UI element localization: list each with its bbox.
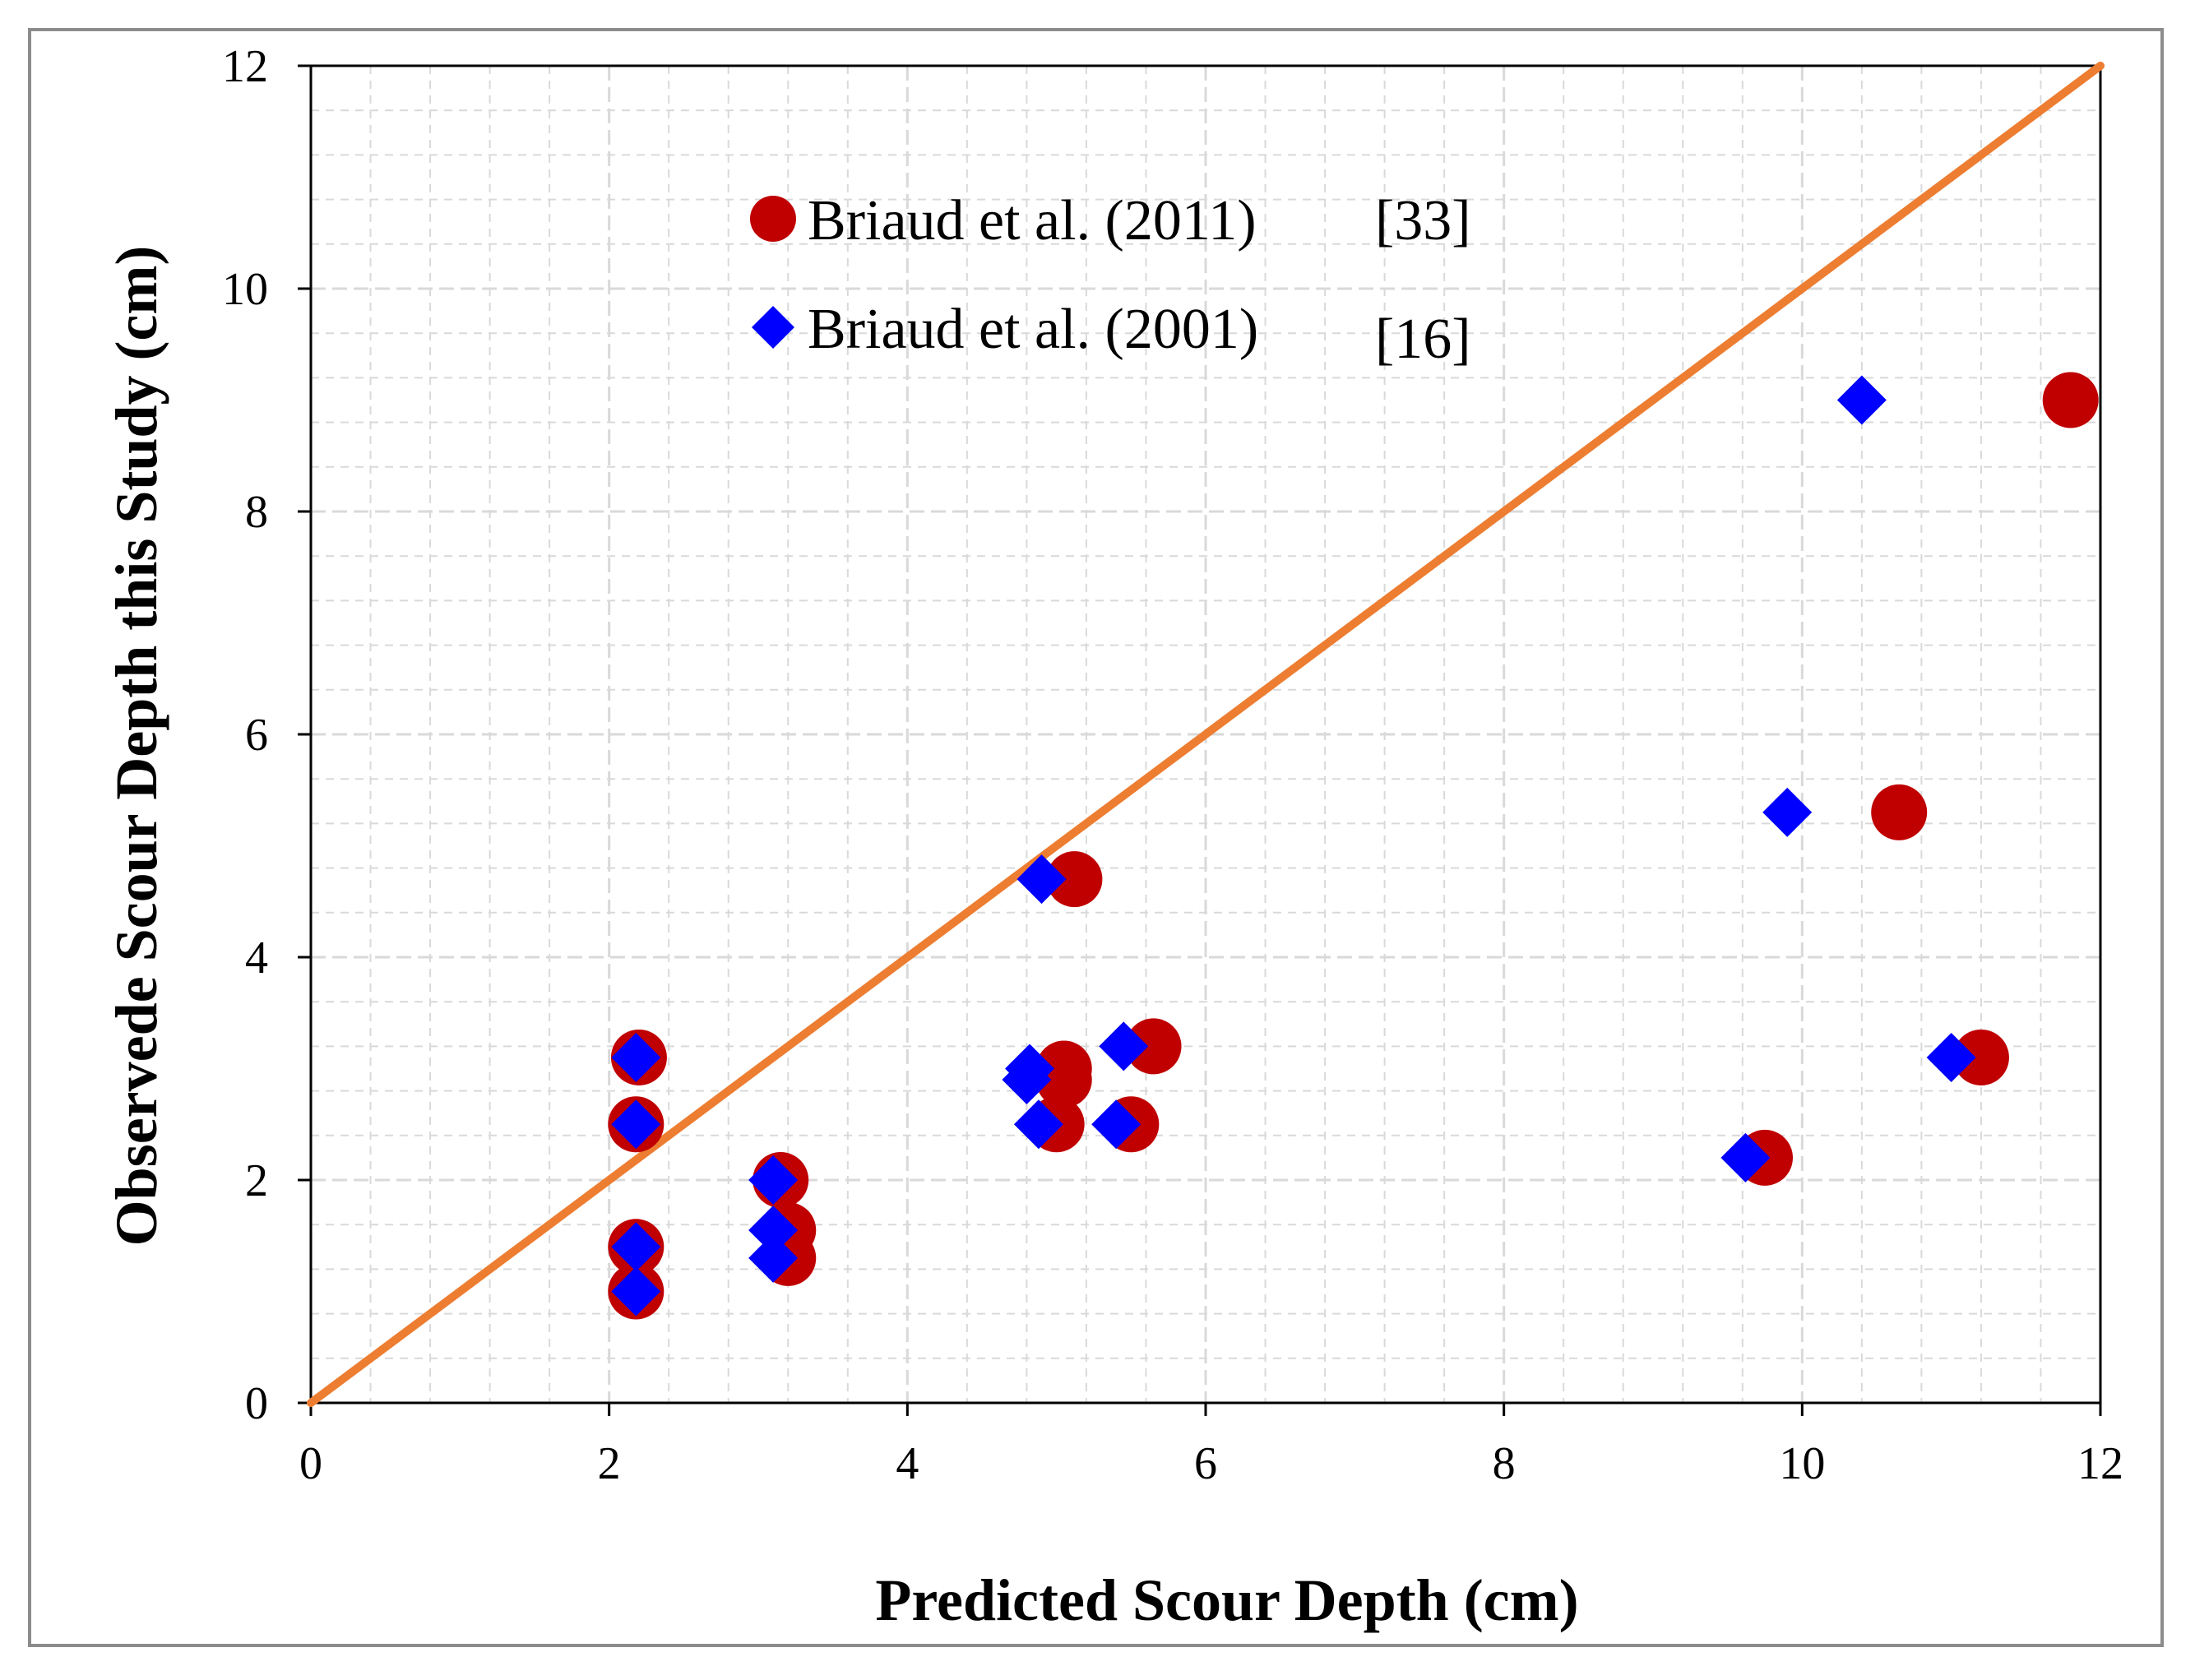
data-point-circle bbox=[1046, 851, 1103, 908]
y-tick-label: 0 bbox=[245, 1378, 268, 1429]
y-tick-labels: 0 2 4 6 8 10 12 bbox=[222, 41, 268, 1429]
data-point-diamond bbox=[1926, 1032, 1976, 1082]
data-point-diamond bbox=[748, 1205, 799, 1255]
chart-frame bbox=[28, 28, 2164, 1647]
y-tick-label: 2 bbox=[245, 1155, 268, 1206]
data-point-diamond bbox=[1091, 1099, 1141, 1150]
legend-marker-diamond bbox=[752, 306, 794, 349]
series-briaud-2011 bbox=[608, 372, 2099, 1320]
y-axis-title: Observede Scour Depth this Study (cm) bbox=[104, 246, 169, 1247]
x-tick-label: 2 bbox=[598, 1438, 621, 1489]
y-tick-label: 12 bbox=[222, 41, 268, 92]
data-point-diamond bbox=[1762, 787, 1813, 837]
data-point-circle bbox=[1035, 1040, 1092, 1097]
data-point-circle bbox=[1952, 1029, 2009, 1085]
data-point-diamond bbox=[611, 1099, 661, 1150]
data-point-diamond bbox=[1099, 1021, 1149, 1071]
y-tick-label: 4 bbox=[245, 933, 268, 983]
y-tick-label: 10 bbox=[222, 264, 268, 315]
legend-label-briaud-2001: Briaud et al. (2001) bbox=[808, 298, 1258, 361]
reference-line-1to1 bbox=[307, 62, 2105, 1407]
y-tick-label: 6 bbox=[245, 710, 268, 761]
data-point-diamond bbox=[748, 1233, 799, 1283]
data-point-diamond bbox=[1005, 1044, 1055, 1094]
data-point-diamond bbox=[611, 1222, 661, 1272]
plot-area-border bbox=[309, 64, 2102, 1405]
data-point-circle bbox=[1871, 784, 1928, 840]
data-point-diamond bbox=[1836, 375, 1887, 425]
legend-label-briaud-2011: Briaud et al. (2011) bbox=[808, 189, 1257, 252]
data-point-diamond bbox=[748, 1155, 799, 1205]
x-tick-label: 6 bbox=[1194, 1438, 1217, 1489]
x-tick-label: 4 bbox=[896, 1438, 919, 1489]
x-tick-label: 8 bbox=[1493, 1438, 1516, 1489]
legend-ref-16: [16] bbox=[1375, 308, 1471, 371]
x-tick-labels: 0 2 4 6 8 10 12 bbox=[299, 1438, 2123, 1489]
data-point-diamond bbox=[1013, 1099, 1063, 1150]
data-point-diamond bbox=[1720, 1132, 1771, 1182]
x-tick-label: 10 bbox=[1779, 1438, 1825, 1489]
x-tick-label: 12 bbox=[2077, 1438, 2123, 1489]
y-tick-label: 8 bbox=[245, 487, 268, 538]
legend-ref-33: [33] bbox=[1375, 189, 1471, 252]
data-point-circle bbox=[1125, 1018, 1182, 1075]
series-briaud-2001 bbox=[611, 375, 1976, 1317]
legend-marker-circle bbox=[750, 196, 796, 242]
data-point-diamond bbox=[611, 1032, 661, 1082]
legend: Briaud et al. (2011) [33] Briaud et al. … bbox=[750, 189, 1471, 371]
x-axis-title: Predicted Scour Depth (cm) bbox=[875, 1567, 1578, 1633]
axis-ticks bbox=[298, 64, 2102, 1416]
x-tick-label: 0 bbox=[299, 1438, 322, 1489]
data-point-diamond bbox=[611, 1266, 661, 1317]
data-point-diamond bbox=[1016, 854, 1067, 905]
data-point-circle bbox=[2042, 372, 2099, 428]
